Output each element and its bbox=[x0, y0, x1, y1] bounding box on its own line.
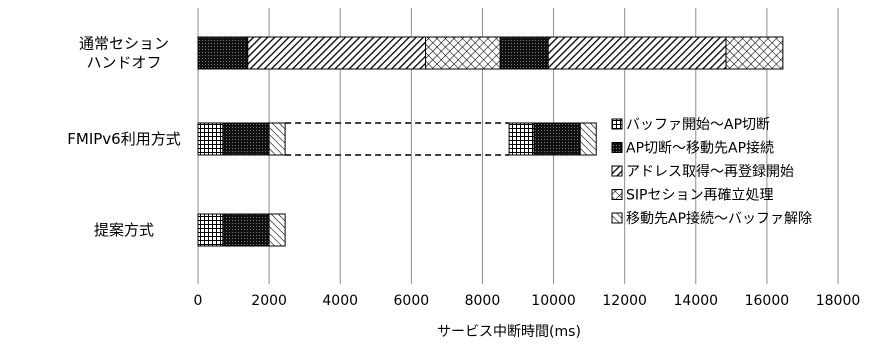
x-tick-label: 6000 bbox=[394, 293, 430, 309]
category-label: 通常セションハンドオフ bbox=[79, 35, 169, 72]
bar-segment-ap-cut bbox=[222, 213, 270, 247]
legend-label: AP切断〜移動先AP接続 bbox=[626, 140, 774, 157]
bar-segment-buffer-release bbox=[268, 213, 286, 247]
x-axis-ticks: 0 2000 4000 6000 8000 10000 12000 14000 16000 180… bbox=[194, 293, 861, 309]
bar-segment-buffer-start bbox=[508, 122, 535, 156]
dashed-gaps bbox=[285, 122, 510, 156]
bar-segment-address bbox=[247, 36, 427, 70]
bar-segment-ap-cut bbox=[197, 36, 249, 70]
bar-segment-ap-cut bbox=[222, 122, 270, 156]
x-tick-label: 8000 bbox=[465, 293, 501, 309]
legend-swatch-buffer-release bbox=[611, 212, 623, 224]
bar-segment-buffer-start bbox=[197, 122, 224, 156]
legend-label: バッファ開始〜AP切断 bbox=[626, 117, 770, 133]
bar-segment-buffer-start bbox=[197, 213, 224, 247]
bar-segment-buffer-release bbox=[268, 122, 286, 156]
bar-segment-buffer-release bbox=[579, 122, 597, 156]
x-tick-label: 16000 bbox=[745, 293, 790, 309]
bar-segment-ap-cut bbox=[499, 36, 549, 70]
x-tick-label: 2000 bbox=[251, 293, 287, 309]
bars bbox=[197, 36, 784, 247]
legend-label: アドレス取得〜再登録開始 bbox=[626, 163, 794, 180]
x-tick-label: 14000 bbox=[674, 293, 719, 309]
x-tick-label: 0 bbox=[194, 293, 203, 309]
legend-swatch-buffer-start bbox=[611, 118, 623, 130]
x-tick-label: 12000 bbox=[602, 293, 647, 309]
legend-swatch-ap-cut bbox=[611, 142, 623, 153]
legend-swatch-sip bbox=[611, 189, 623, 200]
x-tick-label: 10000 bbox=[531, 293, 576, 309]
bar-segment-sip bbox=[725, 36, 784, 70]
legend-label: 移動先AP接続〜バッファ解除 bbox=[626, 210, 812, 227]
bar-segment-ap-cut bbox=[533, 122, 581, 156]
category-label: FMIPv6利用方式 bbox=[67, 130, 180, 148]
bar-segment-address bbox=[547, 36, 727, 70]
x-tick-label: 18000 bbox=[816, 293, 861, 309]
legend-swatch-address bbox=[611, 165, 623, 177]
category-label: 提案方式 bbox=[94, 221, 154, 239]
legend-label: SIPセション再確立処理 bbox=[626, 188, 773, 204]
bar-segment-sip bbox=[425, 36, 501, 70]
x-axis-title: サービス中断時間(ms) bbox=[437, 324, 581, 340]
x-tick-label: 4000 bbox=[322, 293, 358, 309]
